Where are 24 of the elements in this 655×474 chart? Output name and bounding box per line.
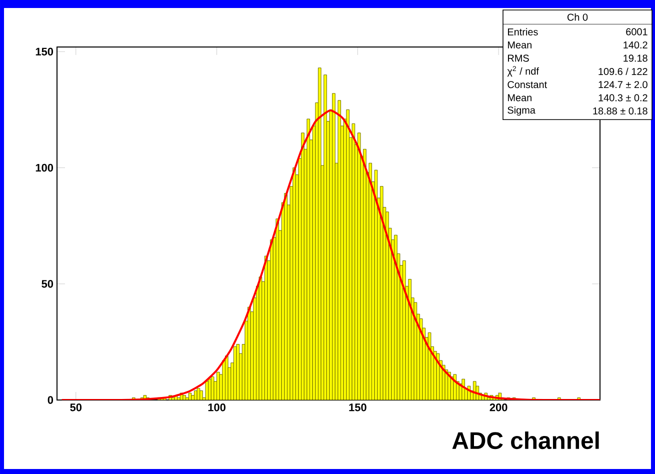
annotation: Mean [508,94,532,102]
annotation: 124.7 ± 2.0 [598,81,648,88]
y-tick-label: 50 [42,280,54,288]
x-tick-label: 50 [70,404,82,412]
y-tick-label: 150 [36,48,54,56]
annotation: RMS [508,54,529,62]
annotation: 140.3 ± 0.2 [598,94,648,102]
x-tick-label: 200 [490,404,508,412]
text: 19.18 [624,54,648,62]
annotation: Constant [508,81,548,88]
x-tick-label: 100 [208,404,226,412]
text: Entries [508,28,538,36]
annotation: 18.88 ± 0.18 [593,107,648,115]
annotation: Sigma [508,106,536,116]
text: 6001 [626,28,648,36]
x-tick-label: 150 [349,404,366,412]
x-axis-title: ADC channel [452,432,599,450]
y-tick-label: 100 [36,164,54,172]
y-tick-label: 0 [48,396,54,404]
annotation: χ$^{2}$ / ndf [507,66,539,77]
chart-title: Ch 0 [567,13,588,21]
annotation: Mean [508,42,532,48]
text: 140.2 [624,41,648,49]
annotation: 109.6 / 122 [598,68,648,76]
